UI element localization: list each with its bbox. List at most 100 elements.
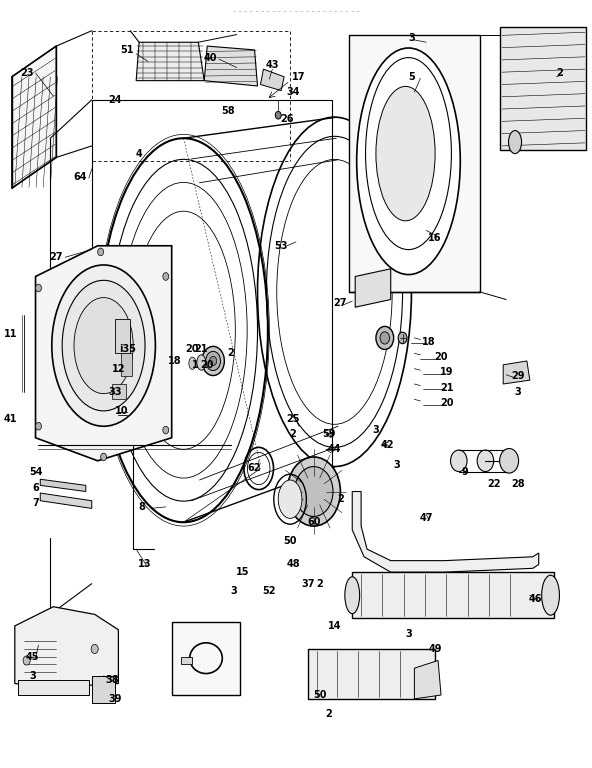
Ellipse shape [287,457,340,526]
Polygon shape [414,660,441,699]
Ellipse shape [376,326,394,349]
Text: 53: 53 [275,240,288,251]
Text: 58: 58 [221,106,235,117]
Text: 3: 3 [514,386,522,397]
Text: 2: 2 [227,348,234,359]
Text: 11: 11 [4,329,17,339]
Polygon shape [136,42,204,81]
Text: 25: 25 [287,413,300,424]
Text: 3: 3 [405,628,412,639]
Text: 27: 27 [334,298,347,309]
Bar [115,319,130,353]
Ellipse shape [23,656,30,665]
Polygon shape [15,607,118,687]
Ellipse shape [345,577,360,614]
Text: 7: 7 [32,498,39,508]
Text: 2: 2 [556,68,563,78]
Text: 13: 13 [139,559,152,570]
Ellipse shape [477,450,494,472]
Polygon shape [500,27,586,150]
Text: 3: 3 [408,33,415,44]
Text: 39: 39 [109,694,122,704]
Text: 20: 20 [186,344,199,355]
Text: - - - - - - - - - - - - - - - - - - - - - - -: - - - - - - - - - - - - - - - - - - - - … [233,7,359,16]
Ellipse shape [295,467,333,516]
Ellipse shape [206,351,221,371]
Text: 50: 50 [284,536,297,547]
Ellipse shape [398,332,407,344]
Ellipse shape [36,422,41,430]
Polygon shape [18,680,89,695]
Ellipse shape [356,48,461,274]
Text: 45: 45 [26,651,39,662]
Polygon shape [204,46,258,86]
Polygon shape [355,269,391,307]
Text: 60: 60 [307,517,320,528]
Ellipse shape [197,355,206,370]
Ellipse shape [36,284,41,292]
Bar [308,649,435,699]
Text: 17: 17 [292,71,305,82]
Text: 8: 8 [139,502,146,512]
Text: 3: 3 [230,586,237,597]
Text: 28: 28 [511,478,525,489]
Text: 62: 62 [248,463,261,474]
Bar [112,384,126,399]
Text: 2: 2 [316,578,323,589]
Bar [92,676,115,703]
Ellipse shape [91,644,98,654]
Text: 27: 27 [50,252,63,263]
Text: 64: 64 [73,171,86,182]
Text: 3: 3 [372,425,379,435]
Ellipse shape [376,86,435,221]
Text: 22: 22 [488,478,501,489]
Text: 16: 16 [429,233,442,243]
Ellipse shape [210,356,217,366]
Polygon shape [36,246,172,461]
Ellipse shape [74,297,133,393]
Ellipse shape [189,357,196,369]
Text: 20: 20 [440,398,453,409]
Ellipse shape [163,273,169,280]
Text: 50: 50 [313,690,326,700]
Bar [121,353,132,376]
Text: 21: 21 [195,344,208,355]
Text: 20: 20 [201,359,214,370]
Text: 49: 49 [429,644,442,654]
Bar [352,572,554,618]
Text: 40: 40 [204,52,217,63]
Ellipse shape [62,280,145,411]
Text: 9: 9 [461,467,468,478]
Bar [181,657,192,664]
Text: 44: 44 [328,444,341,455]
Ellipse shape [365,58,451,250]
Text: 6: 6 [32,482,39,493]
Ellipse shape [101,453,107,461]
Ellipse shape [278,480,302,518]
Ellipse shape [542,575,559,615]
Text: 41: 41 [4,413,17,424]
Ellipse shape [275,111,281,119]
Text: 37: 37 [301,578,314,589]
Text: 10: 10 [115,406,128,416]
Text: 4: 4 [136,148,143,159]
Text: 33: 33 [109,386,122,397]
Text: 52: 52 [263,586,276,597]
Bar [172,622,240,695]
Text: 3: 3 [29,670,36,681]
Polygon shape [40,493,92,508]
Text: 2: 2 [337,494,344,505]
Text: 46: 46 [529,594,542,604]
Text: 48: 48 [286,559,300,570]
Polygon shape [260,69,284,91]
Ellipse shape [380,332,390,344]
Polygon shape [40,479,86,492]
Ellipse shape [98,248,104,256]
Text: 23: 23 [20,68,33,78]
Text: 20: 20 [435,352,448,362]
Text: 47: 47 [420,513,433,524]
Text: 34: 34 [287,87,300,98]
Text: 24: 24 [109,94,122,105]
Text: 1: 1 [192,359,199,370]
Ellipse shape [500,449,519,473]
